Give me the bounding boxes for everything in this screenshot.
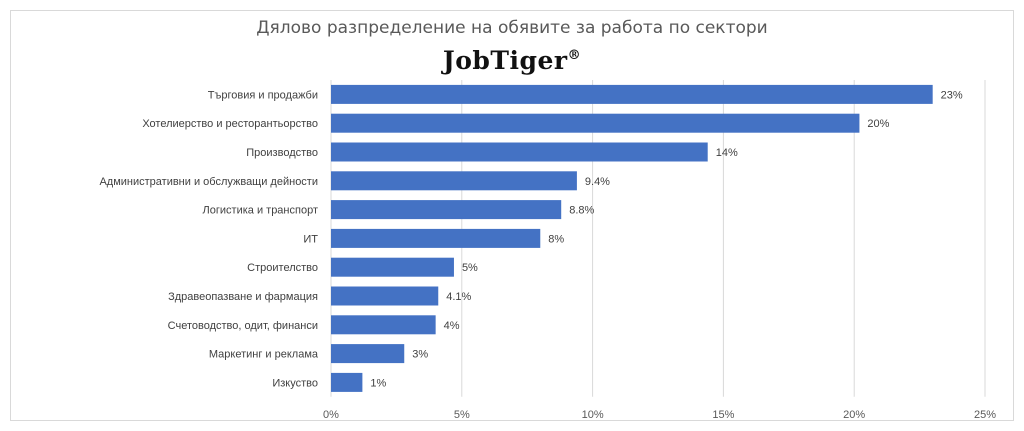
category-label: Здравеопазване и фармация <box>168 291 318 303</box>
data-label: 4% <box>444 320 460 332</box>
jobtiger-logo: JobTiger® <box>0 46 1024 75</box>
category-label: ИТ <box>303 233 318 245</box>
category-label: Изкуство <box>272 377 318 389</box>
bar <box>331 286 439 306</box>
x-tick-label: 5% <box>454 409 470 421</box>
bar <box>331 228 541 248</box>
x-tick-label: 25% <box>974 409 996 421</box>
bar <box>331 142 708 162</box>
category-label: Търговия и продажби <box>208 89 318 101</box>
x-tick-label: 0% <box>323 409 339 421</box>
category-label: Маркетинг и реклама <box>209 349 319 361</box>
bar <box>331 344 405 364</box>
category-label: Счетоводство, одит, финанси <box>168 320 318 332</box>
category-label: Хотелиерство и ресторантьорство <box>142 118 318 130</box>
bar <box>331 171 577 191</box>
data-label: 1% <box>370 377 386 389</box>
data-label: 9.4% <box>585 176 610 188</box>
bar <box>331 315 436 335</box>
bar <box>331 113 860 133</box>
logo-text: JobTiger <box>442 46 568 75</box>
data-label: 8.8% <box>569 205 594 217</box>
bar <box>331 200 562 220</box>
chart-title: Дялово разпределение на обявите за работ… <box>256 18 768 38</box>
data-label: 23% <box>941 89 963 101</box>
data-label: 5% <box>462 262 478 274</box>
x-tick-label: 20% <box>843 409 865 421</box>
category-label: Строителство <box>247 262 318 274</box>
bar <box>331 84 933 104</box>
data-label: 4.1% <box>446 291 471 303</box>
x-tick-label: 15% <box>712 409 734 421</box>
x-tick-label: 10% <box>582 409 604 421</box>
data-label: 20% <box>867 118 889 130</box>
category-label: Логистика и транспорт <box>203 205 318 217</box>
category-label: Производство <box>246 147 318 159</box>
registered-mark: ® <box>567 48 582 63</box>
data-label: 3% <box>412 349 428 361</box>
bar <box>331 372 363 392</box>
bar <box>331 257 454 277</box>
data-label: 8% <box>548 233 564 245</box>
data-label: 14% <box>716 147 738 159</box>
category-label: Административни и обслужващи дейности <box>99 176 318 188</box>
